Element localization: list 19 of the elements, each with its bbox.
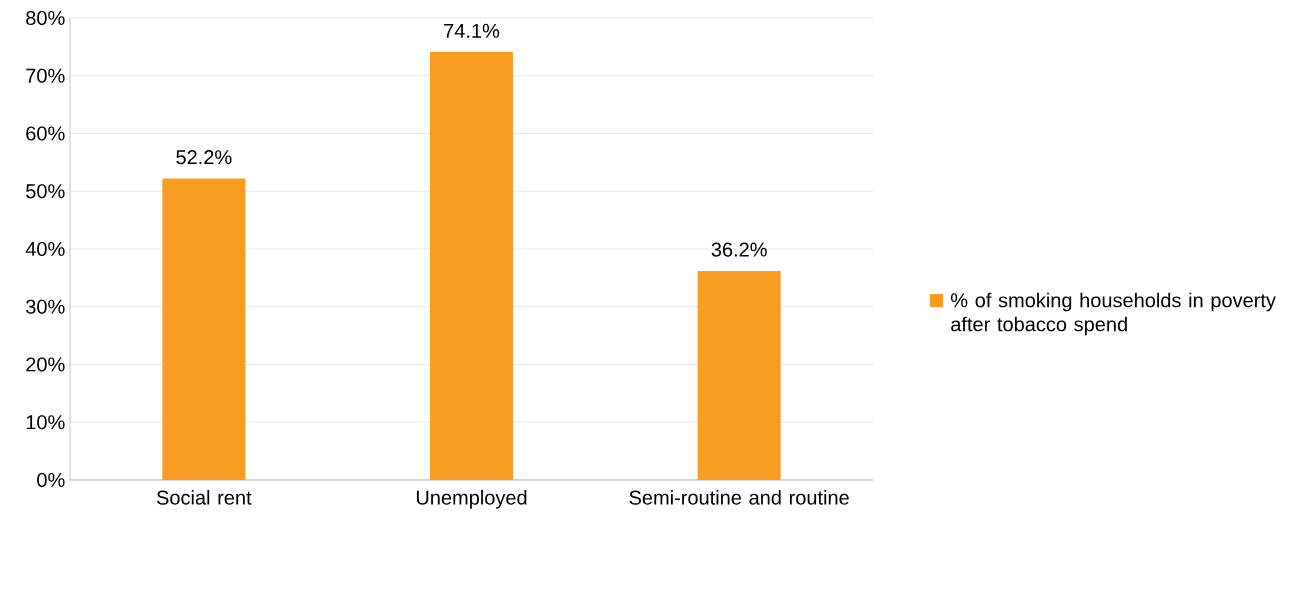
y-tick-label: 20% <box>26 357 65 372</box>
y-tick-label: 40% <box>25 241 65 257</box>
legend-label: % of smoking households in poverty after tobacco spend <box>950 292 1276 336</box>
y-tick-label: 70% <box>26 68 65 83</box>
bar <box>430 52 514 480</box>
y-tick-label: 80% <box>26 10 65 26</box>
data-label: 52.2% <box>176 150 232 165</box>
y-tick-label: 50% <box>26 184 65 199</box>
y-tick-label: 30% <box>26 299 65 314</box>
bar <box>697 270 781 480</box>
y-tick-label: 60% <box>26 126 65 141</box>
y-tick-label: 0% <box>37 472 65 488</box>
data-label: 36.2% <box>711 242 767 257</box>
x-tick-label: Social rent <box>156 490 252 505</box>
x-tick-label: Semi-routine and routine <box>629 490 849 505</box>
bar <box>162 178 246 480</box>
data-label: 74.1% <box>444 23 500 38</box>
y-tick-label: 10% <box>26 415 65 430</box>
x-tick-label: Unemployed <box>416 490 527 509</box>
